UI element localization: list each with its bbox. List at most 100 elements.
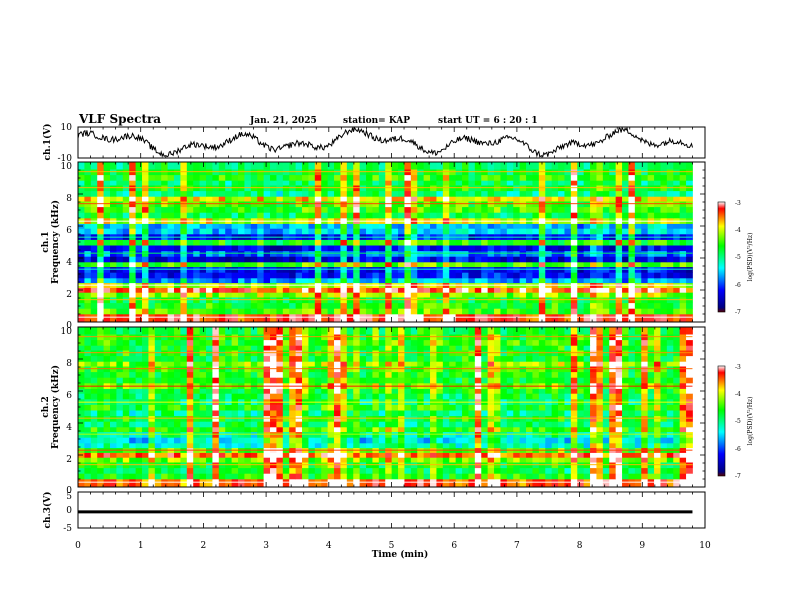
spectrogram-cell — [519, 393, 527, 400]
spectrogram-cell — [391, 421, 399, 428]
spectrogram-cell — [308, 162, 316, 170]
spectrogram-cell — [513, 308, 521, 315]
spectrogram-cell — [481, 206, 489, 213]
spectrogram-cell — [353, 421, 361, 428]
spectrogram-cell — [142, 190, 149, 197]
spectrogram-cell — [532, 452, 540, 458]
spectrogram-cell — [314, 393, 322, 400]
spectrogram-cell — [615, 421, 623, 428]
spectrogram-cell — [564, 437, 572, 444]
spectrogram-cell — [142, 443, 149, 449]
spectrogram-cell — [647, 473, 655, 480]
spectrogram-cell — [154, 314, 162, 323]
ch1-ytick-0: 0 — [66, 321, 72, 331]
spectrogram-cell — [468, 427, 476, 433]
spectrogram-cell — [455, 479, 463, 488]
spectrogram-cell — [500, 174, 508, 181]
spectrogram-cell — [90, 452, 98, 458]
spectrogram-cell — [654, 452, 661, 458]
spectrogram-cell — [391, 443, 399, 449]
spectrogram-cell — [250, 361, 258, 367]
spectrogram-cell — [218, 421, 226, 428]
spectrogram-cell — [359, 278, 367, 284]
spectrogram-cell — [481, 212, 489, 219]
spectrogram-cell — [679, 162, 687, 170]
spectrogram-cell — [250, 239, 258, 246]
spectrogram-cell — [449, 174, 457, 181]
spectrogram-cell — [430, 223, 437, 229]
spectrogram-cell — [551, 371, 559, 378]
spectrogram-cell — [103, 467, 111, 474]
spectrogram-cell — [148, 278, 156, 284]
spectrogram-cell — [276, 302, 284, 309]
spectrogram-cell — [135, 287, 143, 293]
spectrogram-cell — [551, 162, 559, 170]
spectrogram-cell — [327, 452, 335, 458]
spectrogram-cell — [199, 443, 207, 449]
spectrogram-cell — [583, 262, 591, 268]
spectrogram-cell — [410, 206, 418, 213]
spectrogram-cell — [673, 452, 681, 458]
spectrogram-cell — [673, 371, 681, 378]
spectrogram-cell — [628, 421, 636, 428]
spectrogram-cell — [129, 452, 137, 458]
spectrogram-cell — [545, 223, 553, 229]
spectrogram-cell — [532, 457, 540, 463]
spectrogram-cell — [142, 302, 149, 309]
spectrogram-cell — [602, 162, 610, 170]
spectrogram-cell — [302, 437, 309, 444]
spectrogram-cell — [596, 473, 604, 480]
spectrogram-cell — [334, 410, 341, 417]
spectrogram-cell — [590, 162, 597, 170]
spectrogram-cell — [122, 287, 130, 293]
spectrogram-cell — [212, 190, 220, 197]
spectrogram-cell — [679, 223, 687, 229]
spectrogram-cell — [634, 437, 642, 444]
spectrogram-cell — [359, 272, 367, 279]
spectrogram-cell — [199, 308, 207, 315]
spectrogram-cell — [410, 162, 418, 170]
spectrogram-cell — [641, 371, 649, 378]
spectrogram-cell — [442, 223, 450, 229]
spectrogram-cell — [577, 162, 585, 170]
spectrogram-cell — [577, 404, 585, 411]
spectrogram-cell — [474, 196, 482, 202]
spectrogram-cell — [455, 174, 463, 181]
spectrogram-cell — [519, 467, 527, 474]
spectrogram-cell — [679, 256, 687, 263]
spectrogram-cell — [615, 287, 623, 293]
spectrogram-cell — [302, 361, 309, 367]
spectrogram-cell — [404, 206, 412, 213]
spectrogram-cell — [353, 457, 361, 463]
spectrogram-cell — [225, 180, 233, 186]
spectrogram-cell — [410, 410, 418, 417]
spectrogram-cell — [513, 443, 521, 449]
spectrogram-cell — [679, 404, 687, 411]
spectrogram-cell — [180, 404, 188, 411]
spectrogram-cell — [263, 437, 271, 444]
spectrogram-cell — [321, 404, 329, 411]
spectrogram-cell — [257, 256, 265, 263]
spectrogram-cell — [359, 371, 367, 378]
spectrogram-cell — [193, 361, 201, 367]
spectrogram-cell — [506, 393, 514, 400]
spectrogram-cell — [558, 196, 565, 202]
spectrogram-cell — [442, 256, 450, 263]
spectrogram-cell — [135, 272, 143, 279]
spectrogram-cell — [212, 196, 220, 202]
spectrogram-cell — [225, 206, 233, 213]
spectrogram-cell — [398, 212, 405, 219]
spectrogram-cell — [103, 256, 111, 263]
spectrogram-cell — [225, 308, 233, 315]
spectrogram-cell — [276, 287, 284, 293]
spectrogram-cell — [263, 180, 271, 186]
spectrogram-cell — [577, 467, 585, 474]
spectrogram-cell — [551, 437, 559, 444]
spectrogram-cell — [250, 174, 258, 181]
spectrogram-cell — [129, 174, 137, 181]
spectrogram-cell — [321, 262, 329, 268]
spectrogram-cell — [532, 479, 540, 488]
spectrogram-cell — [532, 404, 540, 411]
spectrogram-cell — [148, 287, 156, 293]
spectrogram-cell — [334, 314, 341, 323]
